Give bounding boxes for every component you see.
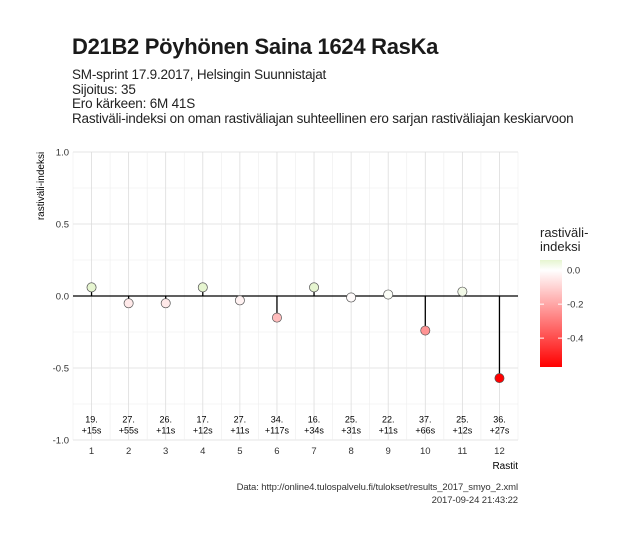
y-tick-label: -0.5 — [53, 364, 69, 375]
x-tick-label: 8 — [348, 446, 353, 457]
subtitle-gap-to-leader: Ero kärkeen: 6M 41S — [72, 96, 196, 111]
x-tick-label: 2 — [126, 446, 131, 457]
y-tick-label: 1.0 — [56, 148, 69, 159]
annotation-diff-4: +12s — [193, 426, 213, 436]
data-source: Data: http://online4.tulospalvelu.fi/tul… — [236, 482, 519, 493]
point-10 — [420, 325, 431, 336]
legend-tick-label: 0.0 — [567, 266, 580, 277]
annotation-rank-10: 37. — [419, 415, 432, 425]
y-axis-label: rastiväli-indeksi — [36, 152, 47, 220]
point-2 — [123, 298, 134, 309]
annotation-rank-11: 25. — [456, 415, 469, 425]
annotation-diff-9: +11s — [379, 426, 399, 436]
subtitle-placing: Sijoitus: 35 — [72, 81, 136, 97]
point-11 — [457, 286, 468, 297]
legend-colorbar — [540, 260, 562, 367]
x-tick-label: 1 — [89, 446, 94, 457]
annotation-diff-11: +12s — [452, 426, 472, 436]
chart-title: D21B2 Pöyhönen Saina 1624 RasKa — [72, 34, 439, 59]
annotation-diff-1: +15s — [82, 426, 102, 436]
point-4 — [197, 282, 208, 293]
annotation-diff-6: +117s — [265, 426, 290, 436]
annotation-rank-4: 17. — [197, 415, 210, 425]
control-annotations: 19.+15s27.+55s26.+11s17.+12s27.+11s34.+1… — [82, 415, 510, 436]
generated-timestamp: 2017-09-24 21:43:22 — [431, 495, 518, 506]
x-tick-label: 4 — [200, 446, 205, 457]
x-tick-label: 12 — [494, 446, 505, 457]
legend-title-line-1: rastiväli- — [540, 225, 589, 240]
annotation-rank-2: 27. — [122, 415, 135, 425]
annotation-rank-9: 22. — [382, 415, 395, 425]
chart-caption: Data: http://online4.tulospalvelu.fi/tul… — [236, 481, 519, 507]
chart-subtitle: SM-sprint 17.9.2017, Helsingin Suunnista… — [72, 67, 574, 126]
color-legend: 0.0 -0.2 -0.4 — [540, 260, 583, 367]
x-tick-label: 9 — [386, 446, 391, 457]
x-tick-label: 10 — [420, 446, 431, 457]
legend-tick-label: -0.2 — [567, 300, 583, 311]
legend-title-line-2: indeksi — [540, 239, 581, 254]
point-12 — [494, 373, 505, 384]
point-7 — [309, 282, 319, 293]
annotation-diff-5: +11s — [230, 426, 250, 436]
annotation-rank-5: 27. — [234, 415, 247, 425]
grid-lines — [72, 151, 519, 441]
y-tick-label: 0.0 — [56, 292, 69, 303]
lollipop-points — [86, 282, 505, 384]
point-3 — [160, 298, 171, 309]
point-8 — [346, 292, 357, 303]
point-1 — [86, 282, 97, 293]
x-axis-label: Rastit — [492, 461, 518, 472]
subtitle-event: SM-sprint 17.9.2017, Helsingin Suunnista… — [72, 67, 327, 82]
annotation-rank-1: 19. — [85, 415, 98, 425]
y-tick-label: 0.5 — [56, 220, 69, 231]
legend-title: rastiväli- indeksi — [540, 226, 588, 254]
annotation-rank-7: 16. — [308, 415, 321, 425]
y-tick-label: -1.0 — [53, 436, 69, 447]
annotation-diff-8: +31s — [341, 426, 361, 436]
annotation-diff-10: +66s — [415, 426, 435, 436]
point-5 — [234, 295, 245, 306]
x-tick-label: 5 — [237, 446, 242, 457]
annotation-diff-12: +27s — [490, 426, 510, 436]
annotation-diff-2: +55s — [119, 426, 139, 436]
annotation-rank-8: 25. — [345, 415, 358, 425]
annotation-diff-3: +11s — [156, 426, 176, 436]
annotation-rank-6: 34. — [271, 415, 284, 425]
annotation-rank-12: 36. — [493, 415, 506, 425]
x-tick-label: 7 — [311, 446, 316, 457]
annotation-diff-7: +34s — [304, 426, 324, 436]
point-9 — [383, 289, 394, 300]
annotation-rank-3: 26. — [159, 415, 172, 425]
point-6 — [272, 312, 282, 323]
x-tick-label: 6 — [274, 446, 279, 457]
legend-tick-label: -0.4 — [567, 334, 583, 345]
x-tick-label: 3 — [163, 446, 168, 457]
x-tick-label: 11 — [457, 446, 467, 457]
subtitle-index-description: Rastiväli-indeksi on oman rastiväliajan … — [72, 110, 574, 126]
axes: -1.0-0.50.00.51.01 2 3 4 5 6 7 8 9 10 11 12 — [53, 148, 505, 458]
